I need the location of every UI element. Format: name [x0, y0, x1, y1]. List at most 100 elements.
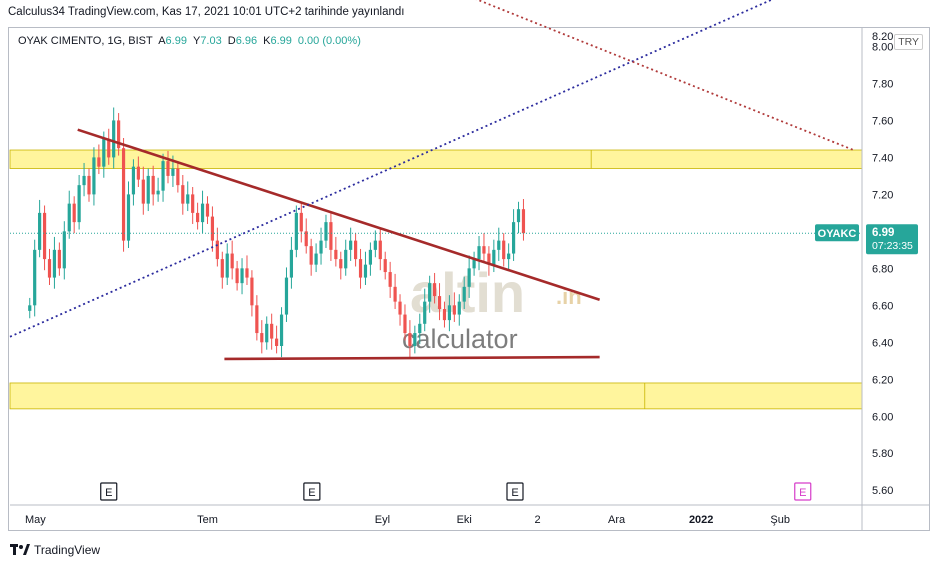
legend-open: 6.99	[165, 35, 187, 47]
candle-body	[294, 212, 298, 250]
tradingview-logo-icon	[10, 544, 30, 555]
candle-body	[151, 175, 155, 195]
candle-body	[126, 194, 131, 241]
event-marker-icon	[506, 482, 524, 501]
candle-body	[117, 120, 121, 149]
axis-backdrop	[863, 28, 929, 504]
legend-low: 6.96	[235, 35, 258, 47]
y-tick-label: 6.00	[872, 411, 893, 423]
candle-body	[141, 179, 145, 204]
watermark: altin .in calculator	[402, 261, 582, 354]
candle-body	[324, 222, 328, 241]
price-tag	[866, 224, 918, 255]
currency-button[interactable]: TRY	[894, 34, 923, 50]
candle-body	[87, 175, 91, 195]
legend-close-label: K	[263, 35, 271, 47]
trendline-1	[224, 355, 600, 361]
candle-body	[408, 333, 412, 346]
candle-body	[255, 305, 259, 334]
candle-body	[131, 166, 136, 195]
candle-body	[265, 323, 269, 343]
price-tag-countdown: 07:23:35	[872, 240, 913, 252]
legend-symbol: OYAK CIMENTO, 1G, BIST	[18, 35, 153, 47]
candle-body	[462, 286, 466, 302]
candle-body	[215, 240, 219, 260]
y-tick-label: 5.80	[872, 448, 893, 460]
candle-body	[225, 253, 229, 278]
trendline-0	[77, 128, 601, 302]
candle-body	[196, 212, 200, 223]
x-tick-label: Eyl	[375, 514, 390, 526]
candle-body	[102, 138, 106, 167]
time-axis[interactable]: May Tem Eyl Eki 2 Ara 2022 Şub	[10, 504, 930, 526]
candle-body	[171, 168, 175, 176]
zone-0	[9, 149, 863, 169]
candle-body	[442, 309, 447, 321]
candle-body	[260, 333, 264, 343]
event-marker-icon	[794, 482, 812, 501]
candle-body	[28, 305, 32, 311]
candle-body	[507, 253, 511, 260]
candle-body	[220, 259, 224, 278]
x-tick-label: Tem	[197, 514, 218, 526]
candle-body	[156, 190, 160, 195]
candle-body	[344, 249, 348, 269]
candle-body	[482, 246, 486, 254]
candle-body	[42, 212, 47, 260]
candle-body	[62, 231, 66, 269]
trendlines	[9, 0, 929, 504]
candle-body	[358, 259, 363, 278]
candle-body	[92, 157, 96, 195]
candle-body	[492, 249, 496, 265]
candle-body	[250, 277, 254, 306]
y-tick-label: 6.20	[872, 374, 893, 386]
legend-open-label: A	[158, 35, 166, 47]
candle-body	[107, 138, 111, 158]
candle-body	[205, 203, 210, 217]
candle-body	[166, 161, 170, 176]
candle-body	[289, 249, 294, 278]
candle-body	[146, 175, 150, 204]
candle-body	[299, 212, 303, 232]
candle-body	[72, 203, 76, 223]
candle-body	[270, 323, 274, 339]
candle-body	[235, 268, 239, 284]
event-marker-icon	[303, 482, 321, 501]
candle-body	[452, 305, 456, 315]
candle-body	[47, 259, 52, 278]
candle-body	[309, 246, 313, 265]
candle-body	[432, 283, 437, 297]
candle-body	[121, 148, 126, 241]
chart-frame[interactable]	[8, 27, 930, 531]
candle-body	[57, 249, 61, 269]
legend-close: 6.99	[270, 35, 292, 47]
candle-body	[176, 168, 180, 186]
footer[interactable]: TradingView	[10, 543, 100, 557]
x-tick-label: 2022	[689, 514, 713, 526]
event-marker-label: E	[105, 487, 112, 499]
candle-body	[502, 240, 506, 260]
candle-body	[284, 277, 289, 315]
y-tick-label: 8.00	[872, 41, 893, 53]
candle-body	[497, 240, 501, 250]
event-marker-label: E	[308, 487, 315, 499]
candle-body	[240, 268, 244, 284]
candle-body	[329, 222, 333, 250]
candle-body	[403, 314, 407, 334]
legend-high-label: Y	[192, 35, 201, 47]
candle-body	[67, 203, 71, 232]
candle-body	[428, 283, 432, 302]
candle-body	[112, 120, 116, 158]
candle-body	[210, 216, 215, 241]
candle-body	[279, 314, 284, 346]
candle-body	[383, 259, 387, 273]
y-tick-label: 7.20	[872, 189, 893, 201]
symbol-tag	[815, 224, 859, 242]
legend-change: 0.00 (0.00%)	[297, 35, 361, 47]
candle-body	[82, 175, 86, 186]
candle-body	[423, 301, 427, 324]
candle-body	[136, 166, 140, 180]
trendline-2	[9, 0, 774, 338]
